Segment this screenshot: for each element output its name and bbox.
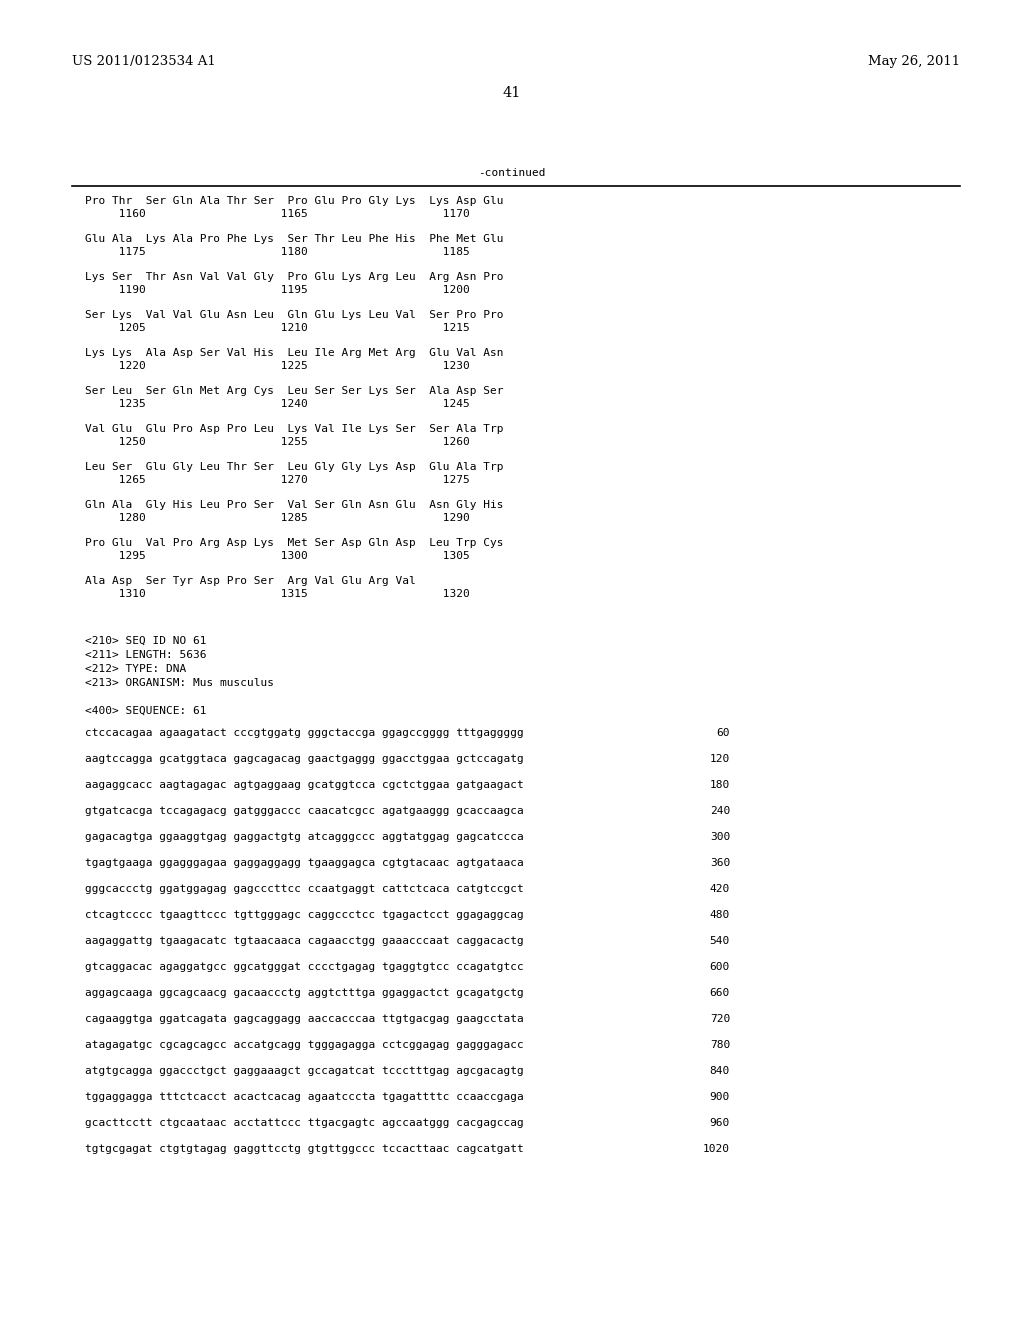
- Text: May 26, 2011: May 26, 2011: [868, 55, 961, 69]
- Text: atgtgcagga ggaccctgct gaggaaagct gccagatcat tccctttgag agcgacagtg: atgtgcagga ggaccctgct gaggaaagct gccagat…: [85, 1067, 523, 1076]
- Text: 180: 180: [710, 780, 730, 789]
- Text: Glu Ala  Lys Ala Pro Phe Lys  Ser Thr Leu Phe His  Phe Met Glu: Glu Ala Lys Ala Pro Phe Lys Ser Thr Leu …: [85, 234, 504, 244]
- Text: 240: 240: [710, 807, 730, 816]
- Text: aggagcaaga ggcagcaacg gacaaccctg aggtctttga ggaggactct gcagatgctg: aggagcaaga ggcagcaacg gacaaccctg aggtctt…: [85, 987, 523, 998]
- Text: Lys Lys  Ala Asp Ser Val His  Leu Ile Arg Met Arg  Glu Val Asn: Lys Lys Ala Asp Ser Val His Leu Ile Arg …: [85, 348, 504, 358]
- Text: 120: 120: [710, 754, 730, 764]
- Text: 1295                    1300                    1305: 1295 1300 1305: [85, 550, 470, 561]
- Text: Leu Ser  Glu Gly Leu Thr Ser  Leu Gly Gly Lys Asp  Glu Ala Trp: Leu Ser Glu Gly Leu Thr Ser Leu Gly Gly …: [85, 462, 504, 473]
- Text: 900: 900: [710, 1092, 730, 1102]
- Text: Ser Lys  Val Val Glu Asn Leu  Gln Glu Lys Leu Val  Ser Pro Pro: Ser Lys Val Val Glu Asn Leu Gln Glu Lys …: [85, 310, 504, 319]
- Text: gtgatcacga tccagagacg gatgggaccc caacatcgcc agatgaaggg gcaccaagca: gtgatcacga tccagagacg gatgggaccc caacatc…: [85, 807, 523, 816]
- Text: 1265                    1270                    1275: 1265 1270 1275: [85, 475, 470, 484]
- Text: 780: 780: [710, 1040, 730, 1049]
- Text: <212> TYPE: DNA: <212> TYPE: DNA: [85, 664, 186, 675]
- Text: <400> SEQUENCE: 61: <400> SEQUENCE: 61: [85, 706, 207, 715]
- Text: cagaaggtga ggatcagata gagcaggagg aaccacccaa ttgtgacgag gaagcctata: cagaaggtga ggatcagata gagcaggagg aaccacc…: [85, 1014, 523, 1024]
- Text: 660: 660: [710, 987, 730, 998]
- Text: 1235                    1240                    1245: 1235 1240 1245: [85, 399, 470, 409]
- Text: aagtccagga gcatggtaca gagcagacag gaactgaggg ggacctggaa gctccagatg: aagtccagga gcatggtaca gagcagacag gaactga…: [85, 754, 523, 764]
- Text: gcacttcctt ctgcaataac acctattccc ttgacgagtc agccaatggg cacgagccag: gcacttcctt ctgcaataac acctattccc ttgacga…: [85, 1118, 523, 1129]
- Text: 1160                    1165                    1170: 1160 1165 1170: [85, 209, 470, 219]
- Text: tgagtgaaga ggagggagaa gaggaggagg tgaaggagca cgtgtacaac agtgataaca: tgagtgaaga ggagggagaa gaggaggagg tgaagga…: [85, 858, 523, 869]
- Text: 60: 60: [717, 729, 730, 738]
- Text: 420: 420: [710, 884, 730, 894]
- Text: 41: 41: [503, 86, 521, 100]
- Text: 1280                    1285                    1290: 1280 1285 1290: [85, 513, 470, 523]
- Text: tgtgcgagat ctgtgtagag gaggttcctg gtgttggccc tccacttaac cagcatgatt: tgtgcgagat ctgtgtagag gaggttcctg gtgttgg…: [85, 1144, 523, 1154]
- Text: tggaggagga tttctcacct acactcacag agaatcccta tgagattttc ccaaccgaga: tggaggagga tttctcacct acactcacag agaatcc…: [85, 1092, 523, 1102]
- Text: 600: 600: [710, 962, 730, 972]
- Text: -continued: -continued: [478, 168, 546, 178]
- Text: 1205                    1210                    1215: 1205 1210 1215: [85, 323, 470, 333]
- Text: <213> ORGANISM: Mus musculus: <213> ORGANISM: Mus musculus: [85, 678, 274, 688]
- Text: gggcaccctg ggatggagag gagcccttcc ccaatgaggt cattctcaca catgtccgct: gggcaccctg ggatggagag gagcccttcc ccaatga…: [85, 884, 523, 894]
- Text: Pro Thr  Ser Gln Ala Thr Ser  Pro Glu Pro Gly Lys  Lys Asp Glu: Pro Thr Ser Gln Ala Thr Ser Pro Glu Pro …: [85, 195, 504, 206]
- Text: US 2011/0123534 A1: US 2011/0123534 A1: [72, 55, 216, 69]
- Text: 840: 840: [710, 1067, 730, 1076]
- Text: 540: 540: [710, 936, 730, 946]
- Text: <211> LENGTH: 5636: <211> LENGTH: 5636: [85, 649, 207, 660]
- Text: 360: 360: [710, 858, 730, 869]
- Text: Gln Ala  Gly His Leu Pro Ser  Val Ser Gln Asn Glu  Asn Gly His: Gln Ala Gly His Leu Pro Ser Val Ser Gln …: [85, 500, 504, 510]
- Text: ctccacagaa agaagatact cccgtggatg gggctaccga ggagccgggg tttgaggggg: ctccacagaa agaagatact cccgtggatg gggctac…: [85, 729, 523, 738]
- Text: Ala Asp  Ser Tyr Asp Pro Ser  Arg Val Glu Arg Val: Ala Asp Ser Tyr Asp Pro Ser Arg Val Glu …: [85, 576, 416, 586]
- Text: aagaggcacc aagtagagac agtgaggaag gcatggtcca cgctctggaa gatgaagact: aagaggcacc aagtagagac agtgaggaag gcatggt…: [85, 780, 523, 789]
- Text: <210> SEQ ID NO 61: <210> SEQ ID NO 61: [85, 636, 207, 645]
- Text: Lys Ser  Thr Asn Val Val Gly  Pro Glu Lys Arg Leu  Arg Asn Pro: Lys Ser Thr Asn Val Val Gly Pro Glu Lys …: [85, 272, 504, 282]
- Text: 960: 960: [710, 1118, 730, 1129]
- Text: 1020: 1020: [703, 1144, 730, 1154]
- Text: gagacagtga ggaaggtgag gaggactgtg atcagggccc aggtatggag gagcatccca: gagacagtga ggaaggtgag gaggactgtg atcaggg…: [85, 832, 523, 842]
- Text: Pro Glu  Val Pro Arg Asp Lys  Met Ser Asp Gln Asp  Leu Trp Cys: Pro Glu Val Pro Arg Asp Lys Met Ser Asp …: [85, 539, 504, 548]
- Text: aagaggattg tgaagacatc tgtaacaaca cagaacctgg gaaacccaat caggacactg: aagaggattg tgaagacatc tgtaacaaca cagaacc…: [85, 936, 523, 946]
- Text: 1250                    1255                    1260: 1250 1255 1260: [85, 437, 470, 447]
- Text: 720: 720: [710, 1014, 730, 1024]
- Text: 1190                    1195                    1200: 1190 1195 1200: [85, 285, 470, 294]
- Text: 300: 300: [710, 832, 730, 842]
- Text: atagagatgc cgcagcagcc accatgcagg tgggagagga cctcggagag gagggagacc: atagagatgc cgcagcagcc accatgcagg tgggaga…: [85, 1040, 523, 1049]
- Text: ctcagtcccc tgaagttccc tgttgggagc caggccctcc tgagactcct ggagaggcag: ctcagtcccc tgaagttccc tgttgggagc caggccc…: [85, 909, 523, 920]
- Text: 1175                    1180                    1185: 1175 1180 1185: [85, 247, 470, 257]
- Text: Val Glu  Glu Pro Asp Pro Leu  Lys Val Ile Lys Ser  Ser Ala Trp: Val Glu Glu Pro Asp Pro Leu Lys Val Ile …: [85, 424, 504, 434]
- Text: gtcaggacac agaggatgcc ggcatgggat cccctgagag tgaggtgtcc ccagatgtcc: gtcaggacac agaggatgcc ggcatgggat cccctga…: [85, 962, 523, 972]
- Text: 1220                    1225                    1230: 1220 1225 1230: [85, 360, 470, 371]
- Text: Ser Leu  Ser Gln Met Arg Cys  Leu Ser Ser Lys Ser  Ala Asp Ser: Ser Leu Ser Gln Met Arg Cys Leu Ser Ser …: [85, 385, 504, 396]
- Text: 480: 480: [710, 909, 730, 920]
- Text: 1310                    1315                    1320: 1310 1315 1320: [85, 589, 470, 599]
